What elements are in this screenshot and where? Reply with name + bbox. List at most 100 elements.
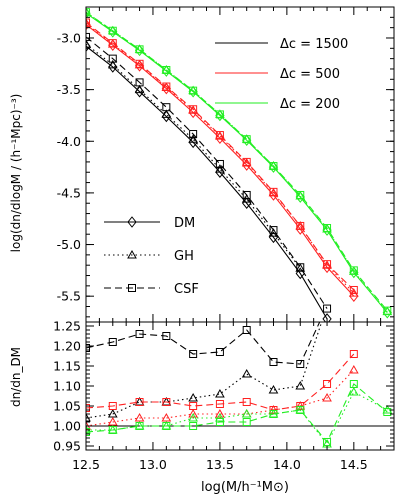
data-point-200-dm xyxy=(382,306,392,319)
data-point-500-dm xyxy=(108,39,118,52)
x-tick-label: 14.5 xyxy=(340,457,368,472)
y-tick-label: -5.5 xyxy=(57,289,81,304)
data-point-200-gh xyxy=(188,412,198,422)
data-point-1500-gh xyxy=(215,164,225,173)
data-point-1500-gh xyxy=(268,228,279,237)
data-point-1500-gh xyxy=(295,263,306,272)
data-point-200-csf xyxy=(296,190,305,199)
data-point-200-gh xyxy=(215,412,225,422)
data-point-500-csf xyxy=(86,404,90,412)
series-line-1500-gh xyxy=(86,43,301,269)
data-point-500-csf xyxy=(349,285,358,294)
y-tick-label: 1.25 xyxy=(53,319,81,334)
data-point-1500-csf xyxy=(86,344,90,352)
data-point-500-csf xyxy=(323,380,332,388)
data-point-500-csf xyxy=(108,402,117,410)
data-point-1500-gh xyxy=(107,59,118,69)
data-point-200-csf xyxy=(349,266,358,275)
bottom-panel: 0.95 1.00 1.05 1.10 1.15 1.20 1.25 12.5 13.0 13.5… xyxy=(53,319,395,472)
legend-label-delta: Δc = 200 xyxy=(280,97,340,112)
data-point-500-gh xyxy=(215,408,225,418)
data-point-200-csf xyxy=(135,422,144,430)
data-point-1500-csf xyxy=(242,190,251,199)
data-point-200-csf xyxy=(108,26,117,35)
legend-label-delta: Δc = 500 xyxy=(280,67,340,82)
data-point-500-gh xyxy=(86,18,91,28)
data-point-200-gh xyxy=(107,25,118,35)
data-point-1500-dm xyxy=(322,313,332,322)
data-point-200-csf xyxy=(215,110,224,119)
y-tick-label: 1.00 xyxy=(53,419,81,434)
data-point-500-gh xyxy=(188,105,198,114)
data-point-500-gh xyxy=(348,288,359,297)
data-point-1500-csf xyxy=(135,330,144,338)
y-tick-label: -3.5 xyxy=(57,82,81,97)
data-point-200-dm xyxy=(215,109,225,122)
data-point-200-csf xyxy=(242,418,251,426)
data-point-200-csf xyxy=(86,8,90,17)
data-point-500-csf xyxy=(242,398,251,406)
data-point-500-gh xyxy=(107,39,118,48)
series-line-500-gh xyxy=(86,23,355,294)
legend-label-gh: GH xyxy=(174,249,194,264)
x-tick-label: 12.5 xyxy=(72,457,100,472)
data-point-200-dm xyxy=(161,65,171,77)
data-point-200-csf xyxy=(215,418,224,426)
x-tick-label: 14.0 xyxy=(273,457,301,472)
data-point-1500-csf xyxy=(162,332,171,340)
bottom-y-axis-label: dn/dn_DM xyxy=(9,347,23,407)
data-point-1500-gh xyxy=(241,368,252,378)
data-point-200-csf xyxy=(296,406,305,414)
data-point-200-csf xyxy=(189,422,198,430)
data-point-200-csf xyxy=(269,410,278,418)
data-point-500-csf xyxy=(162,82,171,91)
data-point-200-dm xyxy=(268,161,279,173)
data-point-500-csf xyxy=(242,157,251,166)
data-point-1500-gh xyxy=(161,109,172,118)
data-point-1500-gh xyxy=(215,388,225,398)
data-point-200-csf xyxy=(108,426,117,434)
data-point-200-gh xyxy=(86,7,91,16)
data-point-1500-csf xyxy=(269,358,278,366)
data-point-1500-gh xyxy=(188,134,198,143)
series-line-500-gh xyxy=(86,369,355,427)
series-group xyxy=(86,322,393,448)
series-line-200-dm xyxy=(86,12,388,314)
data-point-1500-csf xyxy=(296,360,305,368)
series-group xyxy=(86,7,393,322)
data-point-200-csf xyxy=(162,66,171,74)
legend-marker-csf xyxy=(128,284,136,292)
data-point-200-dm xyxy=(108,25,118,38)
data-point-200-dm xyxy=(134,44,145,57)
data-point-500-csf xyxy=(323,260,332,269)
series-line-500-csf xyxy=(86,22,355,291)
data-point-1500-dm xyxy=(268,231,279,244)
data-point-200-gh xyxy=(322,224,332,233)
top-panel: -3.0 -3.5 -4.0 -4.5 -5.0 -5.5 xyxy=(57,6,395,323)
data-point-1500-csf xyxy=(189,350,198,358)
data-point-500-gh xyxy=(322,392,332,402)
series-line-200-csf xyxy=(86,11,388,311)
data-point-500-dm xyxy=(86,18,91,31)
data-point-1500-gh xyxy=(268,384,279,394)
data-point-500-gh xyxy=(241,157,252,167)
data-point-1500-csf xyxy=(108,54,117,63)
x-tick-label: 13.0 xyxy=(139,457,167,472)
data-point-500-csf xyxy=(162,398,171,406)
data-point-200-csf xyxy=(162,422,171,430)
data-point-1500-csf xyxy=(296,263,305,272)
data-point-1500-gh xyxy=(134,84,145,94)
data-point-200-csf xyxy=(189,86,198,95)
y-tick-label: -5.0 xyxy=(57,237,81,252)
y-tick-label: 1.10 xyxy=(53,379,81,394)
y-tick-label: -4.5 xyxy=(57,185,81,200)
data-point-500-csf xyxy=(108,39,117,48)
bottom-frame xyxy=(85,321,395,451)
data-point-500-dm xyxy=(134,60,145,72)
y-tick-label: 1.05 xyxy=(53,399,81,414)
series-line-1500-dm xyxy=(86,45,328,320)
legends: Δc = 1500 Δc = 500 Δc = 200 DM GH CSF xyxy=(104,37,348,297)
data-point-500-gh xyxy=(268,187,279,197)
data-point-200-dm xyxy=(242,134,252,147)
